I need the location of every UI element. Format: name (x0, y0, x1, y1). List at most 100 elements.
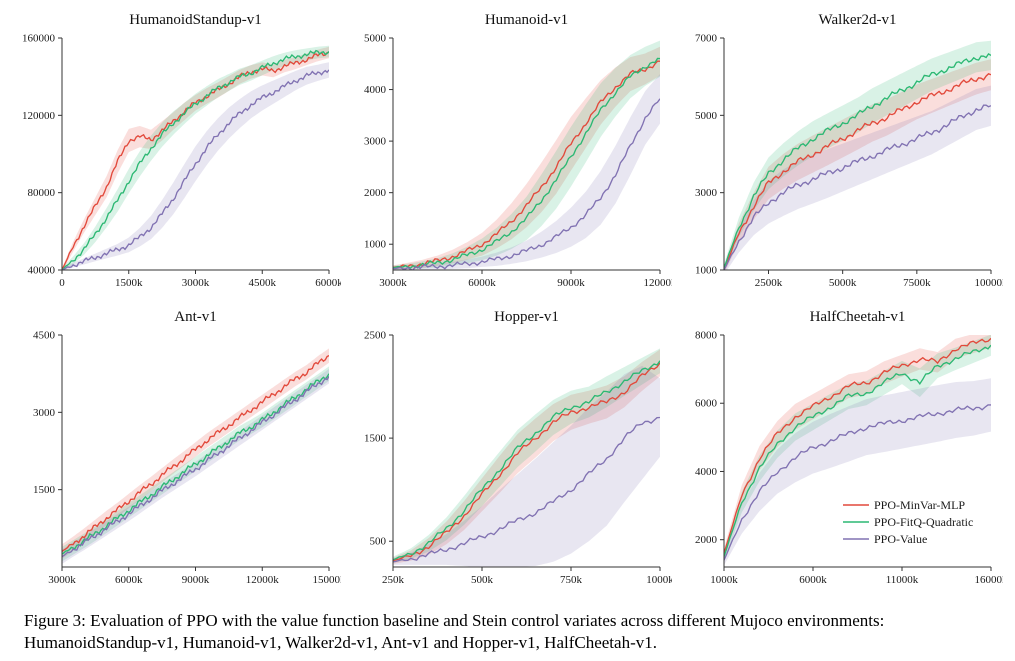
y-tick-label: 4000 (364, 84, 387, 96)
chart-panel-hopper: Hopper-v1 500 1500 2500 250k 500k 750k 1000k (341, 303, 674, 600)
x-tick-label: 6000k (315, 277, 341, 289)
chart-canvas-humanoidstandup: 40000 80000 120000 160000 0 1500k 3000k 4500k 60… (22, 33, 343, 290)
y-tick-label: 1000 (695, 265, 718, 277)
band-PPO-Value (393, 74, 660, 270)
band-PPO-FitQ-Quadratic (393, 348, 660, 563)
chart-panel-ant: Ant-v1 1500 3000 4500 3000k 6000k 9000k 12000k… (10, 303, 346, 600)
x-tick-label: 250k (382, 574, 405, 586)
plot-area (62, 348, 329, 564)
line-PPO-Value (62, 375, 329, 558)
y-tick-label: 120000 (22, 110, 56, 122)
y-tick-label: 80000 (28, 187, 56, 199)
chart-canvas-halfcheetah: 2000 4000 6000 8000 1000k 6000k 11000k 16000k PP… (695, 330, 1008, 587)
y-tick-label: 2000 (695, 534, 718, 546)
y-tick-label: 4500 (33, 330, 56, 342)
y-tick-label: 160000 (22, 33, 56, 45)
chart-title: Ant-v1 (174, 309, 217, 325)
x-tick-label: 12000k (246, 574, 280, 586)
chart-panel-humanoid: Humanoid-v1 1000 2000 3000 4000 5000 3000k 600… (341, 6, 677, 303)
band-PPO-FitQ-Quadratic (393, 40, 660, 270)
line-PPO-MinVar-MLP (724, 337, 991, 554)
plot-area (393, 348, 660, 567)
x-tick-label: 5000k (829, 277, 857, 289)
legend-label: PPO-MinVar-MLP (874, 498, 965, 512)
x-tick-label: 9000k (182, 574, 210, 586)
y-tick-label: 2000 (364, 187, 387, 199)
y-tick-label: 3000 (364, 136, 387, 148)
band-PPO-MinVar-MLP (724, 59, 991, 270)
band-PPO-MinVar-MLP (62, 348, 329, 559)
line-PPO-Value (393, 98, 660, 270)
y-tick-label: 500 (370, 536, 387, 548)
plot-area (62, 45, 329, 270)
y-tick-label: 5000 (364, 33, 387, 45)
line-PPO-FitQ-Quadratic (62, 49, 329, 270)
x-tick-label: 1000k (710, 574, 738, 586)
y-tick-label: 3000 (33, 407, 56, 419)
line-PPO-Value (724, 104, 991, 270)
x-tick-label: 7500k (903, 277, 931, 289)
line-PPO-Value (62, 69, 329, 270)
x-tick-label: 3000k (48, 574, 76, 586)
x-tick-label: 1500k (115, 277, 143, 289)
y-tick-label: 7000 (695, 33, 718, 45)
chart-title: HalfCheetah-v1 (809, 309, 906, 325)
legend-label: PPO-FitQ-Quadratic (874, 515, 973, 529)
plot-area (393, 40, 660, 270)
chart-canvas-ant: 1500 3000 4500 3000k 6000k 9000k 12000k 15000k (33, 330, 346, 587)
band-PPO-Value (724, 85, 991, 270)
x-tick-label: 3000k (182, 277, 210, 289)
x-tick-label: 500k (471, 574, 494, 586)
chart-canvas-humanoid: 1000 2000 3000 4000 5000 3000k 6000k 9000k 12000… (364, 33, 677, 290)
band-PPO-Value (393, 365, 660, 567)
x-tick-label: 0 (59, 277, 65, 289)
x-tick-label: 16000k (975, 574, 1004, 586)
chart-title: Walker2d-v1 (818, 12, 897, 28)
line-PPO-FitQ-Quadratic (393, 360, 660, 561)
chart-panel-halfcheetah: HalfCheetah-v1 2000 4000 6000 8000 1000k 6000… (672, 303, 1008, 600)
band-PPO-Value (62, 62, 329, 270)
x-tick-label: 9000k (557, 277, 585, 289)
x-tick-label: 6000k (468, 277, 496, 289)
line-PPO-Value (393, 416, 660, 563)
x-tick-label: 15000k (313, 574, 342, 586)
band-PPO-FitQ-Quadratic (62, 45, 329, 270)
x-tick-label: 2500k (755, 277, 783, 289)
x-tick-label: 6000k (115, 574, 143, 586)
legend-label: PPO-Value (874, 532, 927, 546)
line-PPO-MinVar-MLP (62, 354, 329, 553)
band-PPO-MinVar-MLP (62, 46, 329, 270)
chart-title: Hopper-v1 (494, 309, 559, 325)
x-tick-label: 3000k (379, 277, 407, 289)
y-tick-label: 3000 (695, 187, 718, 199)
y-tick-label: 2500 (364, 330, 387, 342)
y-tick-label: 4000 (695, 466, 718, 478)
x-tick-label: 10000k (975, 277, 1004, 289)
y-tick-label: 8000 (695, 330, 718, 342)
plot-area (724, 335, 991, 566)
line-PPO-FitQ-Quadratic (724, 344, 991, 558)
band-PPO-MinVar-MLP (724, 335, 991, 559)
x-tick-label: 11000k (886, 574, 919, 586)
chart-title: HumanoidStandup-v1 (129, 12, 262, 28)
band-PPO-MinVar-MLP (393, 349, 660, 564)
y-tick-label: 1500 (364, 433, 387, 445)
band-PPO-MinVar-MLP (393, 46, 660, 270)
chart-panel-walker2d: Walker2d-v1 1000 3000 5000 7000 2500k 5000k 75… (672, 6, 1008, 303)
x-tick-label: 6000k (799, 574, 827, 586)
x-tick-label: 12000k (644, 277, 673, 289)
y-tick-label: 1000 (364, 239, 387, 251)
band-PPO-Value (724, 378, 991, 566)
line-PPO-FitQ-Quadratic (724, 52, 991, 269)
band-PPO-FitQ-Quadratic (724, 335, 991, 562)
y-tick-label: 6000 (695, 398, 718, 410)
x-tick-label: 1000k (646, 574, 672, 586)
x-tick-label: 4500k (249, 277, 277, 289)
chart-canvas-hopper: 500 1500 2500 250k 500k 750k 1000k (364, 330, 674, 587)
chart-canvas-walker2d: 1000 3000 5000 7000 2500k 5000k 7500k 10000k (695, 33, 1008, 290)
chart-panel-humanoidstandup: HumanoidStandup-v1 40000 80000 120000 16000… (10, 6, 343, 303)
chart-grid: HumanoidStandup-v1 40000 80000 120000 16000… (10, 6, 1008, 600)
chart-title: Humanoid-v1 (484, 12, 569, 28)
line-PPO-Value (724, 404, 991, 561)
band-PPO-FitQ-Quadratic (724, 40, 991, 270)
